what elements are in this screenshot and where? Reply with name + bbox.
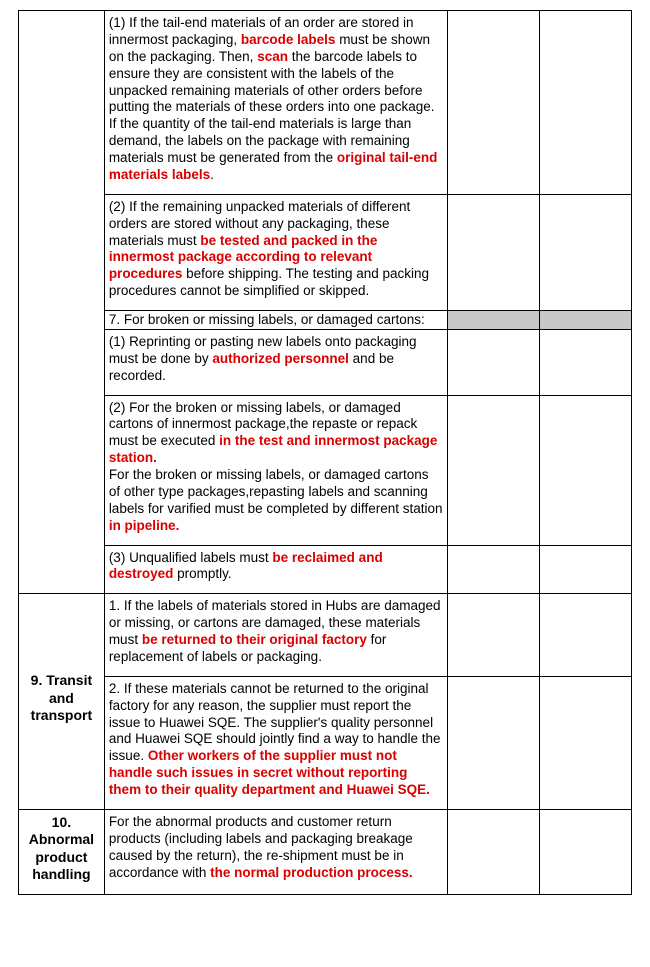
empty-cell bbox=[448, 676, 540, 809]
table-row: 2. If these materials cannot be returned… bbox=[19, 676, 632, 809]
empty-cell bbox=[540, 11, 632, 195]
text: . bbox=[210, 167, 214, 182]
shaded-cell bbox=[540, 311, 632, 330]
content-cell: For the abnormal products and customer r… bbox=[104, 809, 447, 894]
highlight: in pipeline. bbox=[109, 518, 180, 533]
content-cell: (1) Reprinting or pasting new labels ont… bbox=[104, 329, 447, 395]
empty-cell bbox=[540, 545, 632, 594]
table-row: (3) Unqualified labels must be reclaimed… bbox=[19, 545, 632, 594]
content-cell: (3) Unqualified labels must be reclaimed… bbox=[104, 545, 447, 594]
text: (3) Unqualified labels must bbox=[109, 550, 273, 565]
content-cell: (1) If the tail-end materials of an orde… bbox=[104, 11, 447, 195]
table-row: (1) Reprinting or pasting new labels ont… bbox=[19, 329, 632, 395]
empty-cell bbox=[448, 329, 540, 395]
section-head-abnormal: 10. Abnormal product handling bbox=[19, 809, 105, 894]
highlight: barcode labels bbox=[241, 32, 336, 47]
empty-cell bbox=[448, 194, 540, 310]
empty-cell bbox=[540, 329, 632, 395]
section-cell-empty bbox=[19, 11, 105, 594]
empty-cell bbox=[448, 11, 540, 195]
procedures-table: (1) If the tail-end materials of an orde… bbox=[18, 10, 632, 895]
empty-cell bbox=[448, 545, 540, 594]
text: promptly. bbox=[173, 566, 231, 581]
highlight: authorized personnel bbox=[212, 351, 349, 366]
empty-cell bbox=[540, 676, 632, 809]
content-cell: (2) For the broken or missing labels, or… bbox=[104, 395, 447, 545]
shaded-cell bbox=[448, 311, 540, 330]
text: For the broken or missing labels, or dam… bbox=[109, 467, 443, 516]
table-row: 7. For broken or missing labels, or dama… bbox=[19, 311, 632, 330]
content-cell: (2) If the remaining unpacked materials … bbox=[104, 194, 447, 310]
table-row: 10. Abnormal product handling For the ab… bbox=[19, 809, 632, 894]
empty-cell bbox=[540, 594, 632, 677]
highlight: scan bbox=[257, 49, 288, 64]
content-cell: 1. If the labels of materials stored in … bbox=[104, 594, 447, 677]
highlight: Other workers of the supplier must not h… bbox=[109, 748, 430, 797]
empty-cell bbox=[540, 809, 632, 894]
table-row: 9. Transit and transport 1. If the label… bbox=[19, 594, 632, 677]
highlight: the normal production process. bbox=[210, 865, 413, 880]
empty-cell bbox=[448, 809, 540, 894]
text: 7. For broken or missing labels, or dama… bbox=[109, 312, 425, 327]
empty-cell bbox=[540, 194, 632, 310]
content-cell: 7. For broken or missing labels, or dama… bbox=[104, 311, 447, 330]
content-cell: 2. If these materials cannot be returned… bbox=[104, 676, 447, 809]
section-head-transit: 9. Transit and transport bbox=[19, 594, 105, 810]
table-row: (1) If the tail-end materials of an orde… bbox=[19, 11, 632, 195]
table-row: (2) For the broken or missing labels, or… bbox=[19, 395, 632, 545]
empty-cell bbox=[448, 395, 540, 545]
table-row: (2) If the remaining unpacked materials … bbox=[19, 194, 632, 310]
highlight: be returned to their original factory bbox=[142, 632, 367, 647]
empty-cell bbox=[448, 594, 540, 677]
empty-cell bbox=[540, 395, 632, 545]
